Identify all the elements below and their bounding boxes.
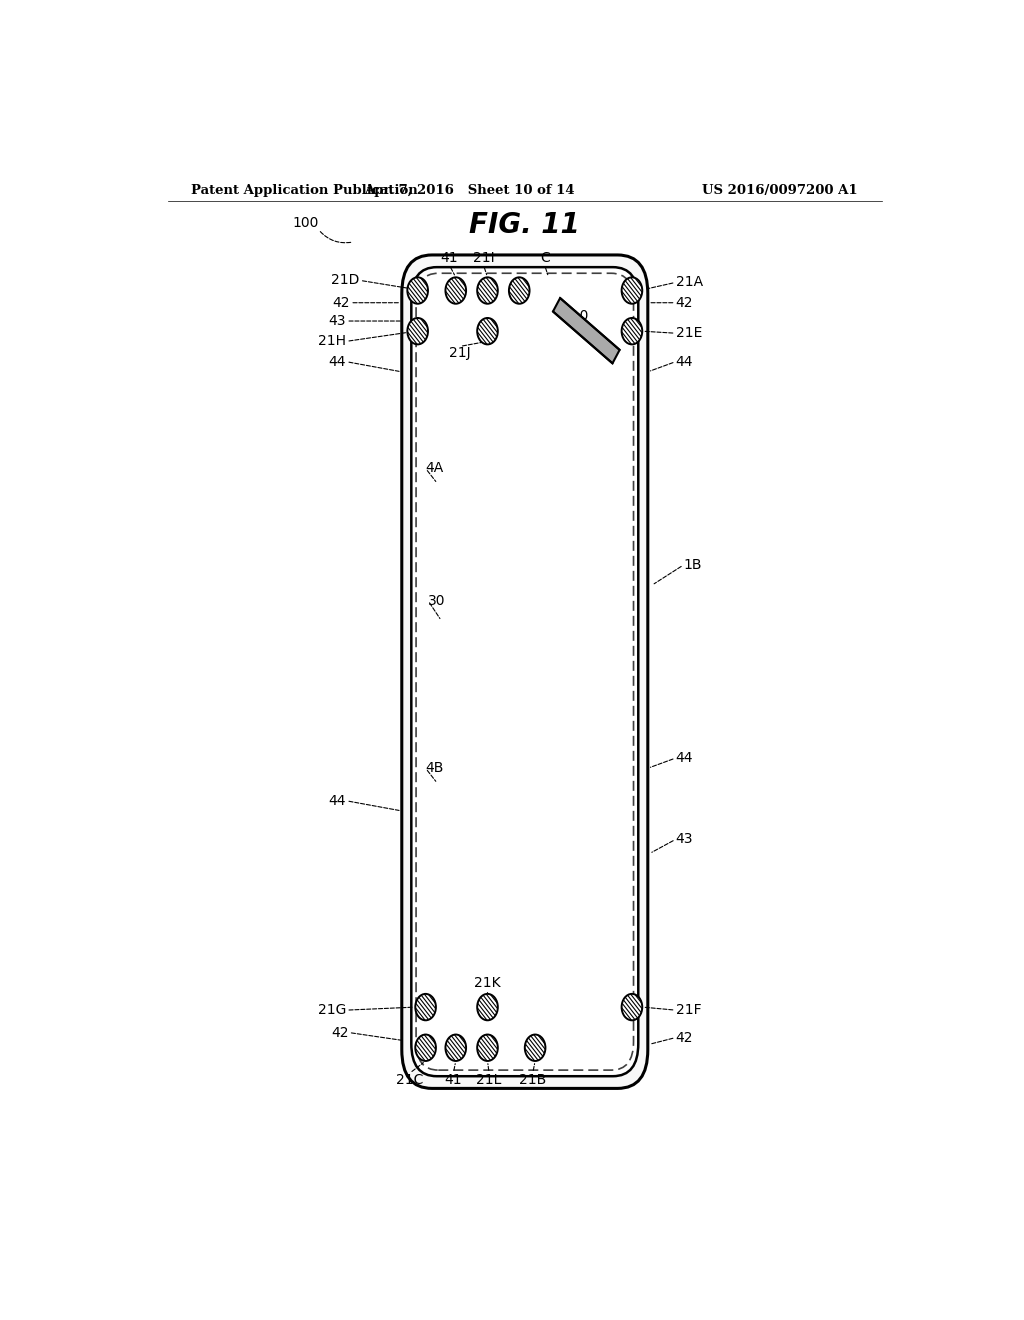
- Text: 44: 44: [329, 355, 346, 368]
- Circle shape: [477, 994, 498, 1020]
- Text: 21B: 21B: [519, 1073, 547, 1088]
- Text: 100: 100: [292, 215, 318, 230]
- Circle shape: [622, 318, 642, 345]
- Circle shape: [445, 277, 466, 304]
- Circle shape: [416, 1035, 436, 1061]
- FancyBboxPatch shape: [416, 273, 634, 1071]
- Text: 41: 41: [444, 1073, 462, 1088]
- Polygon shape: [553, 298, 620, 363]
- Text: 44: 44: [676, 751, 693, 766]
- Text: 44: 44: [329, 793, 346, 808]
- Circle shape: [622, 994, 642, 1020]
- Text: 30: 30: [428, 594, 445, 607]
- Text: 41: 41: [440, 251, 458, 265]
- Text: 4B: 4B: [426, 762, 444, 775]
- Text: Patent Application Publication: Patent Application Publication: [191, 183, 418, 197]
- Text: 43: 43: [676, 833, 693, 846]
- Text: 21J: 21J: [449, 346, 471, 360]
- Text: 21I: 21I: [473, 251, 495, 265]
- Circle shape: [477, 277, 498, 304]
- Text: 21K: 21K: [474, 975, 501, 990]
- Text: FIG. 11: FIG. 11: [469, 211, 581, 239]
- Text: 4A: 4A: [426, 462, 443, 475]
- Text: 42: 42: [333, 296, 350, 310]
- Text: 44: 44: [676, 355, 693, 368]
- FancyBboxPatch shape: [401, 255, 648, 1089]
- Text: 21A: 21A: [676, 276, 702, 289]
- Circle shape: [416, 994, 436, 1020]
- Circle shape: [477, 1035, 498, 1061]
- Circle shape: [445, 1035, 466, 1061]
- Text: 21D: 21D: [332, 273, 359, 288]
- Text: C: C: [540, 251, 550, 265]
- Circle shape: [408, 318, 428, 345]
- Text: 21F: 21F: [676, 1003, 701, 1018]
- Text: 42: 42: [331, 1026, 348, 1040]
- FancyBboxPatch shape: [412, 267, 638, 1076]
- Circle shape: [509, 277, 529, 304]
- Circle shape: [622, 277, 642, 304]
- Circle shape: [408, 277, 428, 304]
- Text: 21E: 21E: [676, 326, 702, 341]
- Text: 1B: 1B: [684, 558, 702, 572]
- Text: 42: 42: [676, 296, 693, 310]
- Circle shape: [477, 318, 498, 345]
- Circle shape: [524, 1035, 546, 1061]
- Text: 43: 43: [329, 314, 346, 329]
- Text: 21L: 21L: [476, 1073, 502, 1088]
- Text: 21C: 21C: [396, 1073, 423, 1088]
- Text: 21G: 21G: [317, 1003, 346, 1018]
- Text: Apr. 7, 2016   Sheet 10 of 14: Apr. 7, 2016 Sheet 10 of 14: [364, 183, 574, 197]
- Text: US 2016/0097200 A1: US 2016/0097200 A1: [702, 183, 858, 197]
- Text: 42: 42: [676, 1031, 693, 1044]
- Text: 21H: 21H: [318, 334, 346, 348]
- Text: 310: 310: [563, 309, 589, 323]
